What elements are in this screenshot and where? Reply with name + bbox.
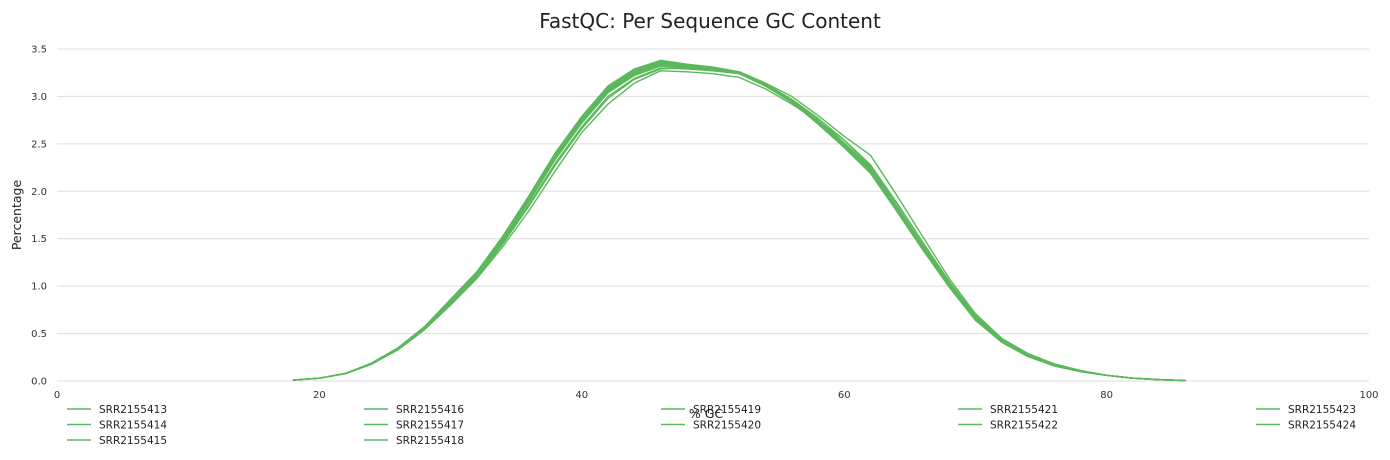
chart-title: FastQC: Per Sequence GC Content <box>539 9 881 33</box>
x-tick-label: 20 <box>313 390 326 401</box>
series-line-SRR2155416[interactable] <box>292 62 1187 382</box>
series-line-SRR2155418[interactable] <box>292 61 1187 382</box>
y-axis-ticks: 0.0 0.5 1.0 1.5 2.0 2.5 3.0 3.5 <box>31 45 47 388</box>
legend-label: SRR2155424 <box>1288 420 1356 432</box>
series-line-SRR2155423[interactable] <box>292 61 1187 382</box>
legend-label: SRR2155420 <box>693 420 761 432</box>
legend-label: SRR2155416 <box>396 404 464 416</box>
legend-label: SRR2155421 <box>990 404 1058 416</box>
series-line-SRR2155424[interactable] <box>292 63 1187 382</box>
x-axis-ticks: 0 20 40 60 80 100 <box>54 390 1379 401</box>
legend-item[interactable]: SRR2155416 <box>364 404 464 416</box>
y-tick-label: 3.0 <box>31 92 47 103</box>
legend-label: SRR2155423 <box>1288 404 1356 416</box>
legend-label: SRR2155417 <box>396 420 464 432</box>
legend-label: SRR2155422 <box>990 420 1058 432</box>
y-tick-label: 2.5 <box>31 139 47 150</box>
legend-label: SRR2155415 <box>99 435 167 447</box>
y-axis-title: Percentage <box>9 180 24 251</box>
legend-label: SRR2155413 <box>99 404 167 416</box>
y-tick-label: 0.5 <box>31 329 47 340</box>
y-tick-label: 2.0 <box>31 187 47 198</box>
x-axis-title: % GC <box>689 406 724 421</box>
x-tick-label: 80 <box>1100 390 1113 401</box>
legend-item[interactable]: SRR2155422 <box>958 420 1058 432</box>
y-tick-label: 0.0 <box>31 377 47 388</box>
series-lines <box>292 59 1187 382</box>
gridlines <box>57 48 1369 382</box>
x-tick-label: 60 <box>838 390 851 401</box>
x-tick-label: 40 <box>575 390 588 401</box>
x-tick-label: 0 <box>54 390 60 401</box>
legend-item[interactable]: SRR2155415 <box>67 435 167 447</box>
legend-item[interactable]: SRR2155423 <box>1256 404 1356 416</box>
y-tick-label: 1.5 <box>31 234 47 245</box>
series-line-SRR2155415[interactable] <box>292 60 1187 382</box>
x-tick-label: 100 <box>1359 390 1378 401</box>
legend-item[interactable]: SRR2155418 <box>364 435 464 447</box>
y-tick-label: 1.0 <box>31 282 47 293</box>
legend-label: SRR2155414 <box>99 420 167 432</box>
legend-label: SRR2155419 <box>693 404 761 416</box>
legend-item[interactable]: SRR2155413 <box>67 404 167 416</box>
legend-item[interactable]: SRR2155419 <box>661 404 761 416</box>
legend-item[interactable]: SRR2155417 <box>364 420 464 432</box>
legend-item[interactable]: SRR2155420 <box>661 420 761 432</box>
series-line-SRR2155413[interactable] <box>292 70 1187 382</box>
series-line-SRR2155422[interactable] <box>292 59 1187 382</box>
legend-label: SRR2155418 <box>396 435 464 447</box>
legend-item[interactable]: SRR2155421 <box>958 404 1058 416</box>
y-tick-label: 3.5 <box>31 45 47 56</box>
legend-item[interactable]: SRR2155414 <box>67 420 167 432</box>
legend-item[interactable]: SRR2155424 <box>1256 420 1356 432</box>
legend: SRR2155413 SRR2155414 SRR2155415 SRR2155416… <box>67 404 1356 447</box>
